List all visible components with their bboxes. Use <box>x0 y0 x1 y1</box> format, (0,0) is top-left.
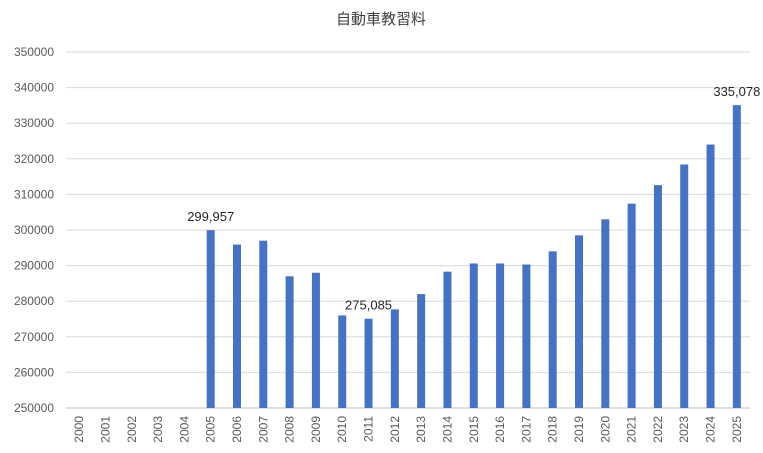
bar-2007 <box>259 240 268 408</box>
x-tick-label: 2017 <box>519 416 533 443</box>
y-tick-label: 250000 <box>14 401 54 415</box>
x-tick-label: 2025 <box>730 416 744 443</box>
bar-2010 <box>338 315 347 408</box>
x-tick-label: 2022 <box>651 416 665 443</box>
y-tick-label: 300000 <box>14 223 54 237</box>
y-tick-label: 280000 <box>14 294 54 308</box>
data-label-2011: 275,085 <box>345 298 392 313</box>
x-axis-tick-labels: 2000 2001 2002 2003 2004 2005 2006 2007 2008 2009… <box>72 416 744 443</box>
bar-2014 <box>443 271 452 408</box>
bar-2015 <box>469 263 478 408</box>
bar-2024 <box>706 144 715 408</box>
x-tick-label: 2014 <box>440 416 454 443</box>
bar-2020 <box>601 219 610 408</box>
x-tick-label: 2002 <box>125 416 139 443</box>
y-axis-tick-labels: 250000 260000 270000 280000 290000 300000 3100… <box>14 45 54 415</box>
x-tick-label: 2003 <box>151 416 165 443</box>
y-tick-label: 310000 <box>14 187 54 201</box>
x-tick-label: 2021 <box>625 416 639 443</box>
bar-2009 <box>311 272 320 408</box>
bar-2008 <box>285 276 294 408</box>
x-tick-label: 2001 <box>98 416 112 443</box>
y-tick-label: 260000 <box>14 365 54 379</box>
x-tick-label: 2000 <box>72 416 86 443</box>
x-tick-label: 2004 <box>177 416 191 443</box>
bar-2013 <box>417 294 426 408</box>
x-tick-label: 2005 <box>204 416 218 443</box>
bar-2011 <box>364 318 373 408</box>
y-tick-label: 350000 <box>14 45 54 59</box>
y-tick-label: 320000 <box>14 152 54 166</box>
bar-2017 <box>522 264 531 408</box>
x-tick-label: 2013 <box>414 416 428 443</box>
bar-2022 <box>653 185 662 408</box>
chart-title: 自動車教習料 <box>336 10 426 28</box>
y-tick-label: 290000 <box>14 259 54 273</box>
x-tick-label: 2018 <box>546 416 560 443</box>
y-tick-label: 270000 <box>14 330 54 344</box>
x-tick-label: 2015 <box>467 416 481 443</box>
bar-2021 <box>627 203 636 408</box>
y-tick-label: 330000 <box>14 116 54 130</box>
data-label-2025: 335,078 <box>713 84 760 99</box>
x-tick-label: 2009 <box>309 416 323 443</box>
bars <box>206 105 741 409</box>
bar-2023 <box>680 164 689 408</box>
gridlines <box>66 51 750 409</box>
x-tick-label: 2010 <box>335 416 349 443</box>
x-tick-label: 2019 <box>572 416 586 443</box>
bar-2012 <box>390 309 399 408</box>
x-tick-label: 2012 <box>388 416 402 443</box>
bar-2018 <box>548 251 557 408</box>
x-tick-label: 2023 <box>677 416 691 443</box>
bar-2016 <box>496 263 505 408</box>
x-tick-label: 2006 <box>230 416 244 443</box>
x-tick-label: 2008 <box>283 416 297 443</box>
x-tick-label: 2020 <box>598 416 612 443</box>
x-tick-label: 2011 <box>362 416 376 442</box>
x-tick-label: 2024 <box>704 416 718 443</box>
bar-2006 <box>233 244 241 408</box>
data-label-2005: 299,957 <box>187 209 234 224</box>
bar-2005 <box>206 230 215 408</box>
x-tick-label: 2007 <box>256 416 270 443</box>
bar-2025 <box>732 105 741 409</box>
data-labels: 299,957 275,085 335,078 <box>187 84 760 313</box>
bar-2019 <box>575 235 583 408</box>
y-tick-label: 340000 <box>14 81 54 95</box>
x-tick-label: 2016 <box>493 416 507 443</box>
